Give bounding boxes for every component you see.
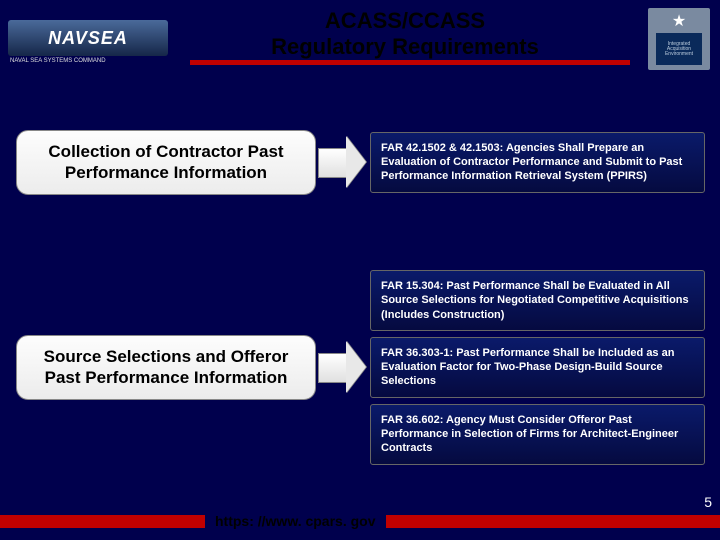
row-source-selection: Source Selections and Offeror Past Perfo… — [16, 270, 705, 465]
far-36-303-box: FAR 36.303-1: Past Performance Shall be … — [370, 337, 705, 398]
logo-subtitle: NAVAL SEA SYSTEMS COMMAND — [10, 58, 106, 64]
title-underline — [190, 60, 630, 65]
star-icon: ★ — [672, 11, 686, 31]
logo-text: NAVSEA — [48, 28, 128, 49]
navsea-logo: NAVSEA — [8, 20, 168, 56]
far-36-602-box: FAR 36.602: Agency Must Consider Offeror… — [370, 404, 705, 465]
badge-label: Integrated Acquisition Environment — [656, 33, 702, 65]
iae-badge: ★ Integrated Acquisition Environment — [648, 8, 710, 70]
right-group-collection: FAR 42.1502 & 42.1503: Agencies Shall Pr… — [370, 132, 705, 193]
footer-bar-left — [0, 515, 205, 528]
left-box-collection: Collection of Contractor Past Performanc… — [16, 130, 316, 195]
slide-body: Collection of Contractor Past Performanc… — [0, 100, 720, 500]
slide-title: ACASS/CCASS Regulatory Requirements — [190, 8, 620, 61]
page-number: 5 — [704, 494, 712, 510]
arrow-icon — [318, 134, 368, 190]
footer-bar-right — [386, 515, 720, 528]
footer-url: https: //www. cpars. gov — [205, 513, 386, 529]
row-collection: Collection of Contractor Past Performanc… — [16, 130, 705, 195]
far-15-box: FAR 15.304: Past Performance Shall be Ev… — [370, 270, 705, 331]
arrow-icon — [318, 339, 368, 395]
far-42-box: FAR 42.1502 & 42.1503: Agencies Shall Pr… — [370, 132, 705, 193]
title-line-1: ACASS/CCASS — [190, 8, 620, 34]
slide-header: NAVSEA NAVAL SEA SYSTEMS COMMAND ACASS/C… — [0, 0, 720, 78]
title-line-2: Regulatory Requirements — [190, 34, 620, 60]
left-box-source: Source Selections and Offeror Past Perfo… — [16, 335, 316, 400]
right-group-source: FAR 15.304: Past Performance Shall be Ev… — [370, 270, 705, 465]
footer: https: //www. cpars. gov — [0, 512, 720, 530]
